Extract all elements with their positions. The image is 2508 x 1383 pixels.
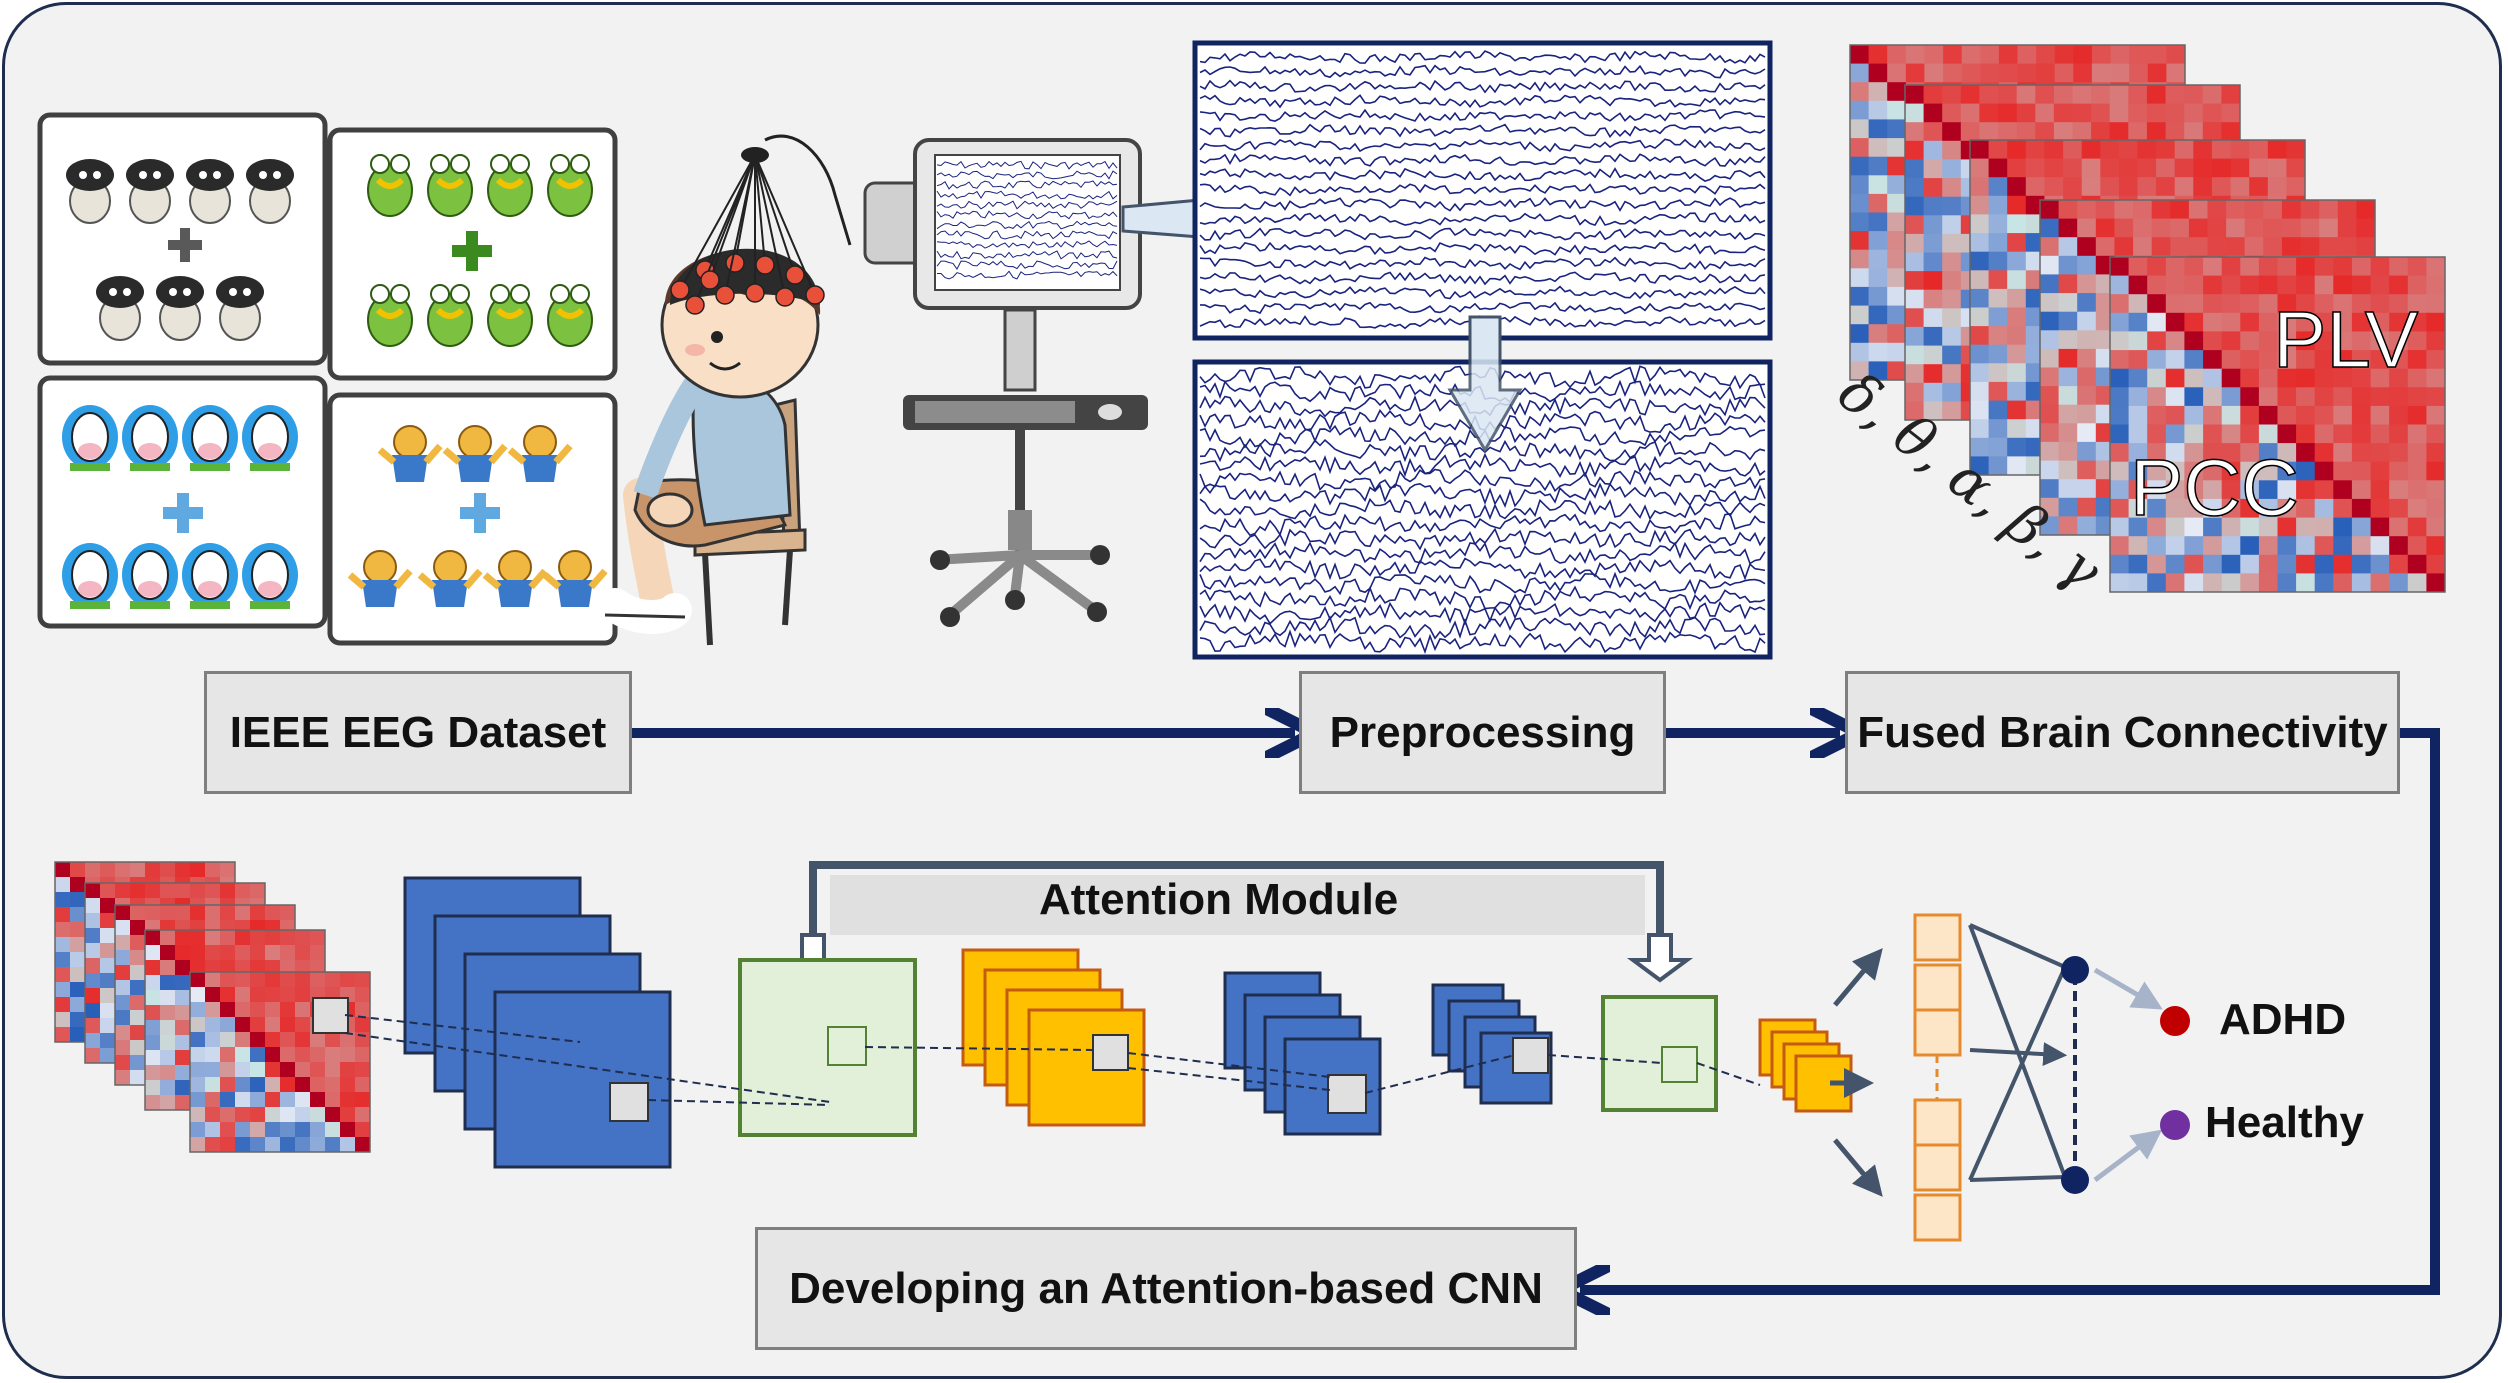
frog-icon (367, 154, 593, 347)
pipeline-arrows (630, 733, 2440, 1290)
adhd-dot (2160, 1006, 2190, 1036)
cow-icon (62, 405, 298, 609)
class-label-healthy: Healthy (2205, 1098, 2364, 1147)
stimulus-panels (37, 112, 618, 646)
cnn-development-box: Developing an Attention-based CNN (755, 1227, 1577, 1350)
cnn-feature-maps (344, 876, 1883, 1197)
sheep-icon (66, 159, 294, 341)
connectivity-box: Fused Brain Connectivity (1845, 671, 2400, 794)
child-with-eeg-cap-icon (598, 134, 852, 646)
cnn-input-matrices (54, 861, 371, 1153)
healthy-dot (2160, 1110, 2190, 1140)
plv-label: PLV (2273, 295, 2419, 384)
dataset-box: IEEE EEG Dataset (204, 671, 632, 794)
raw-eeg-panel (1192, 40, 1773, 341)
class-label-adhd: ADHD (2219, 995, 2347, 1044)
diagram-canvas: PLV PCC δ, θ, α, β, γ (37, 40, 2446, 1379)
attention-module-bracket (779, 861, 1694, 983)
pcc-label: PCC (2130, 443, 2299, 532)
preprocessing-box: Preprocessing (1299, 671, 1666, 794)
computer-monitor-icon (863, 138, 1248, 627)
attention-module-label: Attention Module (1039, 875, 1399, 924)
connectivity-matrix-stack (1849, 44, 2446, 593)
bear-icon (347, 425, 608, 607)
classifier-head (1913, 913, 2190, 1242)
